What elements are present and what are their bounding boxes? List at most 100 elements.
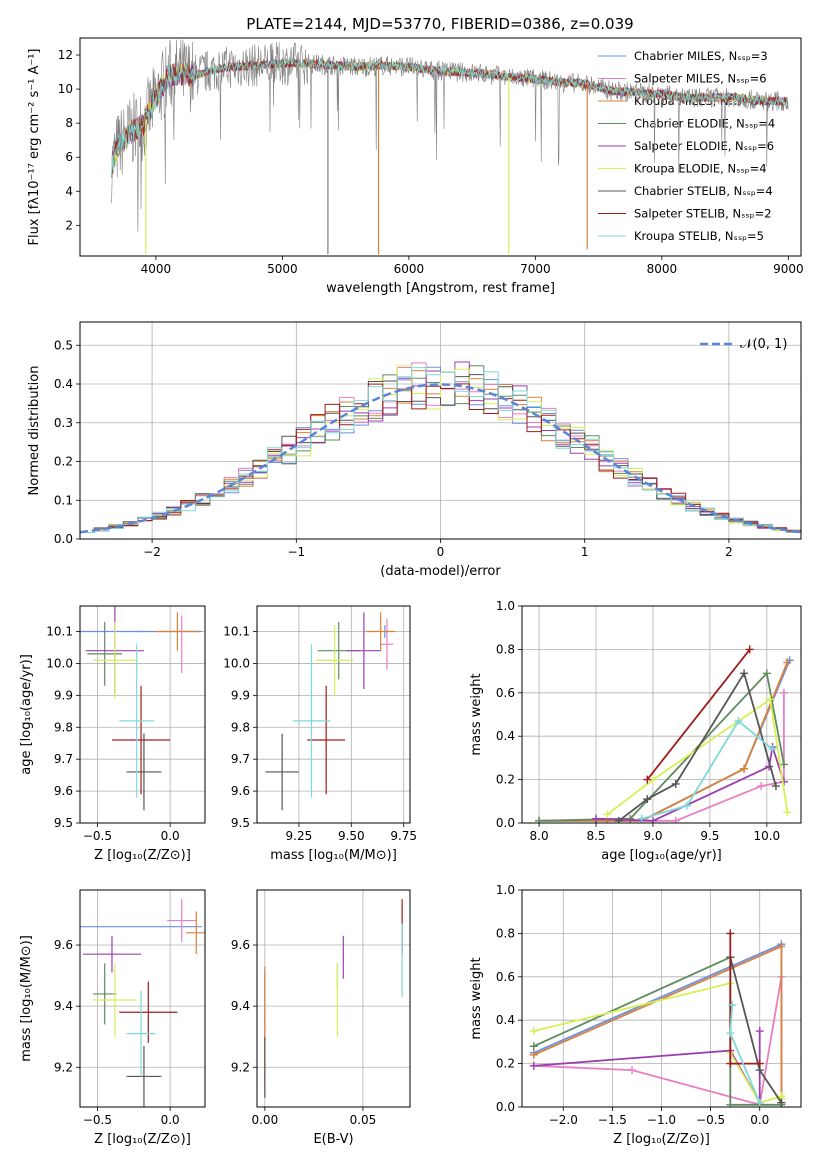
weight-point-marker (529, 1042, 538, 1051)
weight-vs-age-xtick-label: 9.0 (643, 829, 662, 843)
mass-vs-Z-frame (79, 889, 206, 1108)
weight-point-marker (671, 816, 680, 823)
mass-vs-Z-ytick-label: 9.2 (54, 1060, 73, 1074)
spectrum-model-line (111, 57, 789, 178)
weight-point-marker (779, 760, 788, 769)
age-vs-Z-xtick-label: 0.0 (161, 829, 180, 843)
weight-point-marker (771, 782, 780, 791)
weight-point-marker (779, 688, 788, 697)
age-vs-Z-plot-area (80, 606, 205, 823)
spectrum-frame (79, 37, 802, 257)
weight-point-marker (628, 1066, 637, 1075)
weight-point-marker (726, 1029, 735, 1038)
spectrum-ytick-label: 10 (58, 82, 73, 96)
mass-vs-Z-ytick-label: 9.6 (54, 938, 73, 952)
weight-vs-Z-xtick-label: −1.0 (647, 1113, 676, 1127)
weight-vs-Z-ytick-label: 0.0 (496, 1100, 515, 1114)
normal-legend-label: 𝒩(0, 1) (740, 337, 787, 352)
spectrum-ytick-label: 2 (65, 218, 73, 232)
weight-point-marker (762, 669, 771, 678)
spectrum-ytick-label: 4 (65, 184, 73, 198)
mass-vs-Z-xtick-label: 0.0 (161, 1113, 180, 1127)
legend-label: Salpeter STELIB, Nₛₛₚ=2 (634, 207, 772, 221)
weight-point-marker (535, 816, 544, 823)
residuals-ytick-label: 0.2 (54, 455, 73, 469)
residuals-xlabel: (data-model)/error (380, 564, 501, 579)
residuals-xtick-label: 0 (437, 545, 445, 559)
spectrum-legend: Chabrier MILES, Nₛₛₚ=3 Salpeter MILES, Nₛ… (598, 49, 775, 243)
weight-point-marker (755, 1098, 764, 1107)
weight-point-marker (726, 1100, 735, 1107)
mass-vs-Z-ylabel: mass [log₁₀(M/M⊙)] (19, 935, 34, 1062)
age-vs-mass-ytick-label: 9.9 (231, 688, 250, 702)
legend-label: Kroupa STELIB, Nₛₛₚ=5 (634, 229, 764, 243)
age-vs-Z-frame (79, 605, 206, 824)
weight-point-marker (745, 645, 754, 654)
residuals-ytick-label: 0.5 (54, 338, 73, 352)
mass-vs-EBV-frame (256, 889, 411, 1108)
weight-point-marker (783, 658, 792, 667)
weight-vs-age-xtick-label: 8.0 (530, 829, 549, 843)
weight-vs-age-ytick-label: 0.4 (496, 729, 515, 743)
weight-point-marker (643, 775, 652, 784)
weight-point-marker (592, 814, 601, 823)
weight-vs-Z-ytick-label: 0.6 (496, 970, 515, 984)
mass-vs-EBV-xtick-label: 0.00 (251, 1113, 278, 1127)
age-vs-mass-frame (256, 605, 411, 824)
weight-vs-age-xtick-label: 10.0 (753, 829, 780, 843)
weight-vs-Z-ytick-label: 0.8 (496, 926, 515, 940)
spectrum-panel: 4000 5000 6000 7000 8000 9000 2 4 6 8 10 12 waveleng… (27, 37, 804, 296)
weight-vs-age-xtick-label: 8.5 (586, 829, 605, 843)
weight-point-marker (643, 795, 652, 804)
weight-vs-Z-xtick-label: 0.0 (750, 1113, 769, 1127)
spectrum-ytick-label: 6 (65, 150, 73, 164)
age-vs-Z-ytick-label: 9.9 (54, 688, 73, 702)
spectrum-title: PLATE=2144, MJD=53770, FIBERID=0386, z=0… (246, 15, 633, 33)
mass-vs-EBV-ytick-label: 9.4 (231, 999, 250, 1013)
weight-point-marker (766, 695, 775, 704)
spectrum-xtick-label: 6000 (394, 262, 425, 276)
weight-point-marker (671, 779, 680, 788)
weight-point-marker (626, 814, 635, 823)
weight-series-line (646, 648, 751, 781)
age-vs-Z-xlabel: Z [log₁₀(Z/Z⊙)] (94, 848, 191, 863)
weight-point-marker (637, 814, 646, 823)
normal-curve (80, 383, 801, 534)
age-vs-mass-xtick-label: 9.75 (390, 829, 417, 843)
weight-vs-Z-ytick-label: 1.0 (496, 883, 515, 897)
weight-vs-age-panel: 8.0 8.5 9.0 9.5 10.0 0.0 0.2 0.4 0.6 0.8 1.0 age [l… (469, 599, 802, 863)
age-vs-Z-ytick-label: 9.8 (54, 720, 73, 734)
residuals-xtick-label: −1 (287, 545, 305, 559)
spectrum-xtick-label: 5000 (267, 262, 298, 276)
age-vs-mass-panel: 9.25 9.50 9.75 9.5 9.6 9.7 9.8 9.9 10.0 10.1 mass … (223, 605, 417, 863)
weight-vs-age-ylabel: mass weight (469, 673, 484, 755)
spectrum-plot-area (111, 39, 789, 255)
weight-point-marker (734, 717, 743, 726)
age-vs-mass-xtick-label: 9.25 (286, 829, 313, 843)
legend-label: Kroupa ELODIE, Nₛₛₚ=4 (634, 162, 767, 176)
weight-series-line (641, 719, 774, 820)
age-vs-mass-ytick-label: 10.0 (223, 656, 250, 670)
mass-vs-Z-ytick-label: 9.4 (54, 999, 73, 1013)
age-vs-mass-xtick-label: 9.50 (338, 829, 365, 843)
spectrum-xlabel: wavelength [Angstrom, rest frame] (326, 281, 555, 296)
residuals-xtick-label: 1 (581, 545, 589, 559)
weight-vs-Z-ytick-label: 0.4 (496, 1013, 515, 1027)
weight-point-marker (529, 1027, 538, 1036)
weight-point-marker (728, 1001, 737, 1010)
weight-point-marker (755, 1027, 764, 1036)
mass-vs-EBV-panel: 0.00 0.05 9.2 9.4 9.6 E(B-V) (231, 889, 411, 1147)
weight-point-marker (740, 669, 749, 678)
age-vs-Z-ytick-label: 9.5 (54, 816, 73, 830)
age-vs-Z-xtick-label: −0.5 (83, 829, 112, 843)
spectrum-xtick-label: 9000 (773, 262, 804, 276)
legend-label: Chabrier ELODIE, Nₛₛₚ=4 (634, 117, 775, 131)
weight-vs-Z-xtick-label: −1.5 (598, 1113, 627, 1127)
residuals-plot-area (80, 322, 801, 539)
age-vs-Z-ytick-label: 10.0 (46, 656, 73, 670)
age-vs-mass-ytick-label: 9.6 (231, 784, 250, 798)
residuals-ytick-label: 0.4 (54, 377, 73, 391)
weight-series-line (606, 697, 789, 816)
residuals-xtick-label: 2 (725, 545, 733, 559)
